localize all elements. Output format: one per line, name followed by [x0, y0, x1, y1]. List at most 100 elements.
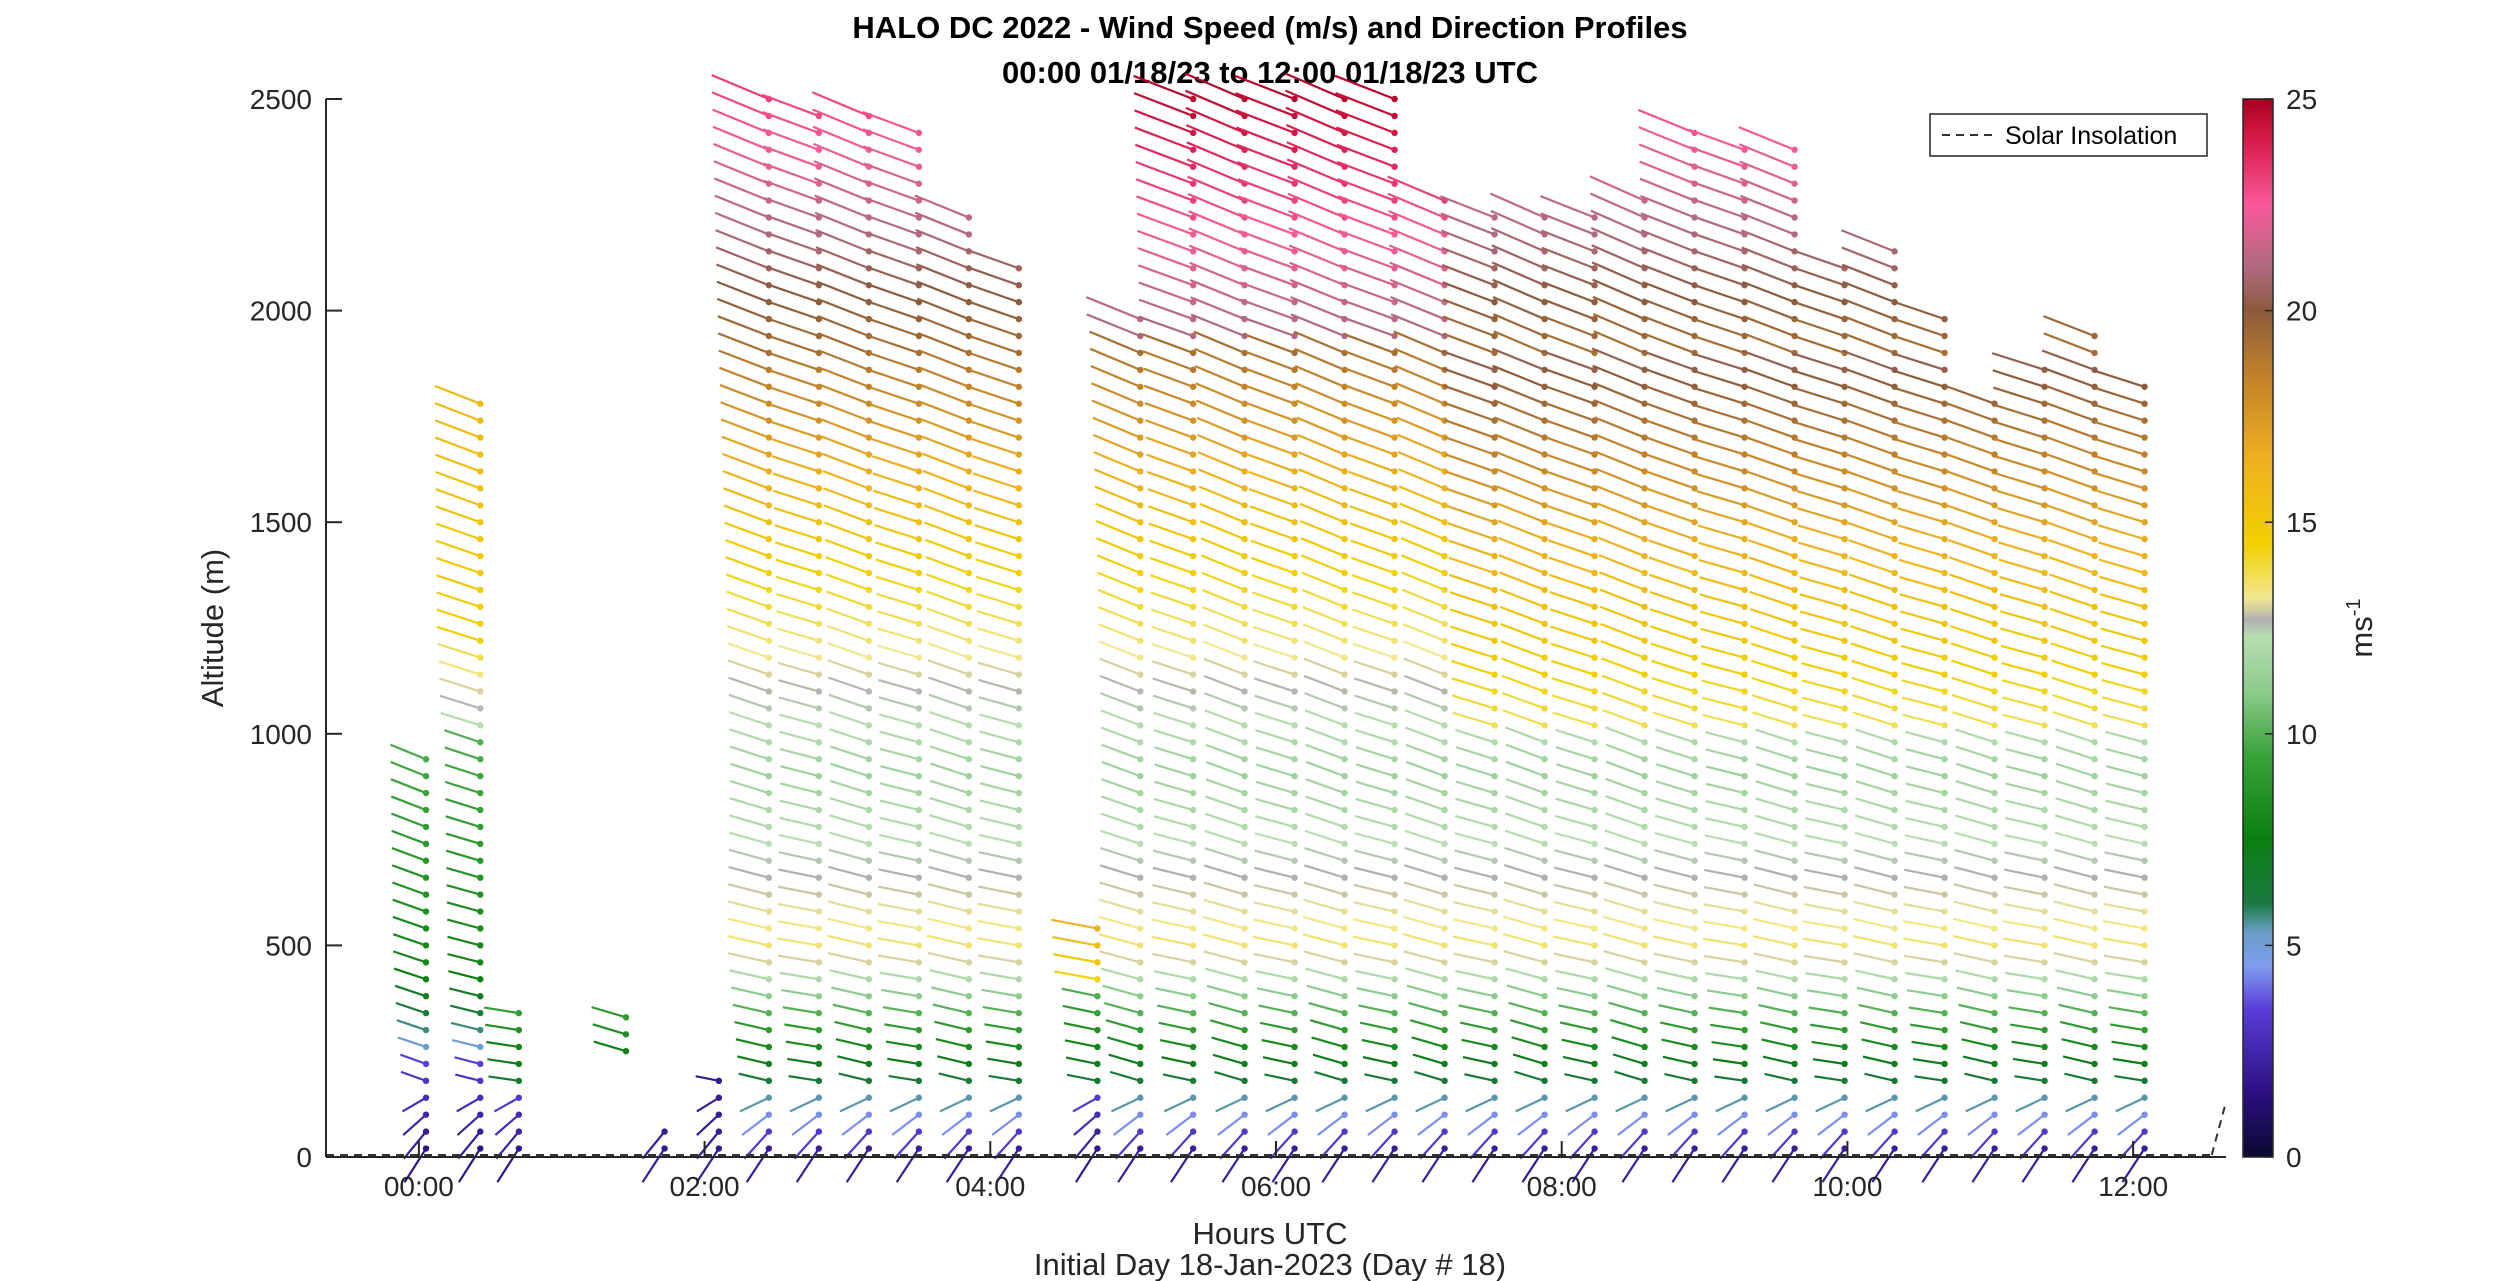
wind-barb [2061, 1038, 2095, 1049]
wind-barb [718, 349, 770, 371]
wind-barb-point [1391, 535, 1398, 543]
wind-barb-point [815, 705, 823, 712]
wind-barb [1146, 453, 1194, 473]
wind-barb-point [765, 1009, 773, 1017]
wind-barb [2054, 831, 2095, 845]
wind-barb [2094, 438, 2145, 456]
wind-barb-point [1891, 840, 1898, 848]
wind-barb [915, 246, 970, 270]
wind-barb-point [1094, 1043, 1101, 1051]
wind-barb [1951, 659, 1995, 676]
wind-barb-point [1991, 552, 1998, 560]
wind-barb [1350, 539, 1395, 558]
wind-barb [828, 831, 870, 845]
wind-barb [777, 661, 820, 676]
wind-barb-point [1841, 840, 1848, 848]
wind-barb [1817, 1113, 1846, 1136]
wind-barb-point [2091, 654, 2098, 661]
wind-barb [1287, 175, 1345, 202]
wind-barb-point [1941, 451, 1948, 458]
wind-barb [1247, 453, 1295, 473]
wind-barb [862, 128, 920, 151]
wind-barb-point [1641, 942, 1648, 949]
wind-barb [1850, 625, 1895, 642]
wind-barb [2104, 833, 2145, 845]
wind-barb-point [1941, 1145, 1948, 1152]
wind-barb [1150, 591, 1194, 608]
wind-barb [1354, 849, 1395, 862]
wind-barb [2003, 954, 2045, 964]
wind-barb [1843, 332, 1895, 354]
wind-barb-point [422, 1111, 430, 1118]
wind-barb [729, 797, 770, 812]
wind-barb-point [1391, 976, 1398, 983]
wind-barb-point [1441, 891, 1448, 898]
wind-barb [1295, 382, 1345, 405]
wind-barb [1339, 281, 1395, 304]
wind-barb-point [815, 823, 823, 831]
wind-barb [1337, 195, 1395, 219]
wind-barb [1805, 731, 1845, 744]
wind-barb-point [815, 417, 823, 424]
wind-barb-point [422, 874, 430, 881]
wind-barb-point [1241, 569, 1248, 577]
wind-barb-point [1691, 874, 1698, 881]
wind-barb-point [1491, 671, 1498, 678]
wind-barb [1864, 1072, 1895, 1082]
wind-barb-point [1341, 400, 1348, 407]
wind-barb [1992, 386, 2045, 405]
solar-insolation-rise [2210, 1101, 2227, 1156]
wind-barb-point [965, 942, 973, 949]
wind-barb [1355, 746, 1395, 761]
wind-barb-point [1189, 1060, 1197, 1068]
wind-barb-point [765, 1060, 773, 1068]
wind-barb [729, 745, 770, 761]
wind-barb-point [2141, 823, 2148, 831]
wind-barb-point [1541, 874, 1548, 881]
wind-barb-point [1541, 976, 1548, 983]
wind-barb [1289, 261, 1345, 287]
wind-barb-point [1691, 891, 1698, 898]
wind-barb-point [1241, 959, 1248, 966]
wind-barb [1791, 352, 1845, 371]
wind-barb [1894, 438, 1945, 456]
wind-barb [1187, 192, 1245, 219]
wind-barb [977, 919, 1020, 930]
wind-barb-point [1491, 502, 1498, 509]
wind-barb [1814, 1075, 1845, 1082]
wind-barb [1448, 539, 1495, 558]
wind-barb [938, 1072, 970, 1082]
wind-barb-point [915, 755, 923, 763]
wind-barb [1254, 832, 1295, 845]
wind-barb-point [1791, 925, 1798, 932]
wind-barb-point [1441, 535, 1448, 543]
wind-barb [769, 386, 820, 405]
wind-barb-point [1791, 857, 1798, 864]
wind-barb-point [1441, 671, 1448, 678]
wind-barb [822, 469, 870, 490]
wind-barb-point [1691, 552, 1698, 560]
wind-barb-point [1691, 1111, 1698, 1118]
wind-barb [1643, 332, 1695, 354]
wind-barb-point [1941, 739, 1948, 746]
wind-barb [1542, 384, 1595, 405]
wind-barb-point [1791, 468, 1798, 475]
wind-barb [1406, 984, 1445, 998]
wind-barb [1747, 521, 1795, 541]
wind-barb-point [2141, 891, 2148, 898]
wind-barb [773, 489, 820, 507]
wind-barb [824, 521, 870, 541]
wind-barb-point [1591, 1077, 1598, 1085]
wind-barb-point [2041, 552, 2048, 560]
wind-barb [1692, 369, 1745, 388]
wind-barb [728, 711, 770, 727]
wind-barb-point [1291, 1009, 1298, 1017]
wind-barb [1762, 1055, 1795, 1065]
wind-barb [1112, 1113, 1141, 1136]
wind-barb-point [1491, 1009, 1498, 1017]
wind-barb [762, 128, 820, 151]
wind-barb-point [1341, 1094, 1348, 1101]
wind-barb [767, 334, 820, 354]
wind-barb-point [2141, 603, 2148, 611]
wind-barb-point [1641, 959, 1648, 966]
